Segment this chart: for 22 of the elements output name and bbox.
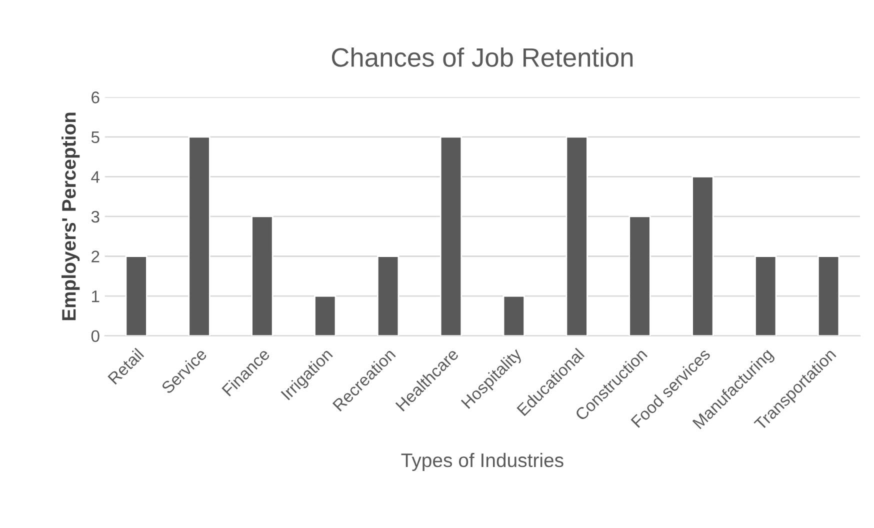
bar [502,295,525,336]
bar [125,256,148,336]
bar [817,256,840,336]
bar [628,216,651,336]
y-tick-label: 5 [91,132,100,144]
bar [314,295,336,336]
y-axis-title: Employers' Perception [62,112,80,320]
y-tick-label: 2 [92,250,100,262]
bar [566,136,588,336]
bar [692,176,714,336]
y-tick-label: 4 [91,171,100,183]
bar [376,256,400,336]
bar [754,256,777,336]
y-tick-label: 0 [91,330,100,342]
bar [251,216,274,336]
x-axis-title: Types of Industries [401,452,564,472]
y-tick-label: 6 [92,92,100,104]
y-tick-label: 1 [92,290,100,302]
bar [188,136,210,336]
chart-title: Chances of Job Retention [332,47,633,67]
y-tick-label: 3 [91,210,100,223]
bar [440,136,462,336]
